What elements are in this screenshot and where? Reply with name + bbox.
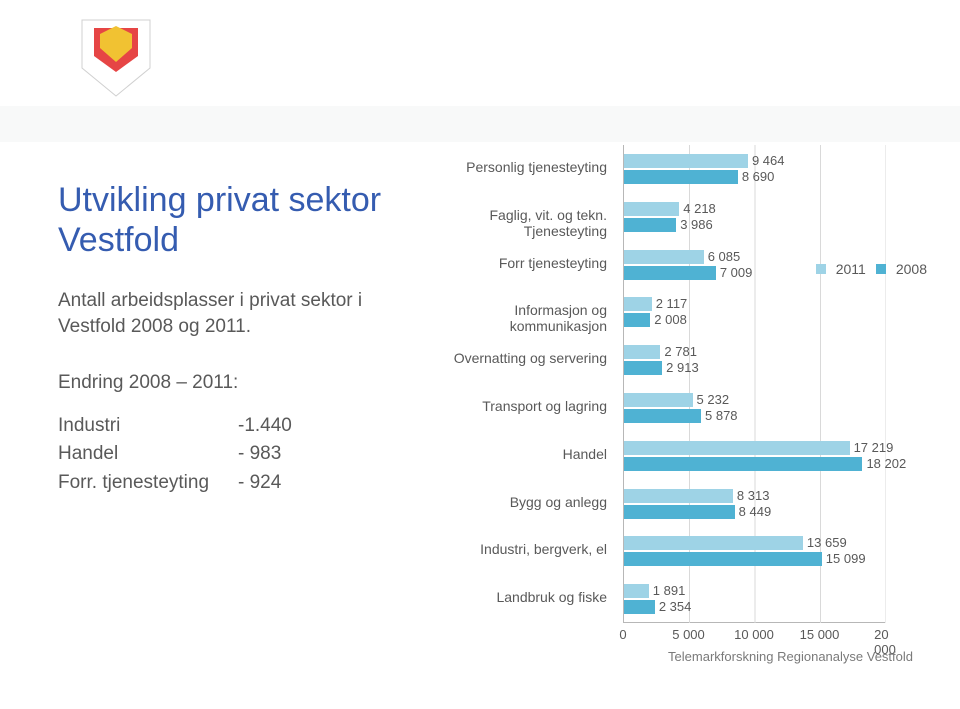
category-label: Overnatting og servering: [454, 350, 607, 366]
bar: [624, 202, 679, 216]
bar-value: 2 354: [659, 599, 692, 614]
x-tick-label: 10 000: [734, 627, 774, 642]
header-band: [0, 106, 960, 142]
legend-label: 2008: [896, 261, 927, 277]
bar: [624, 536, 803, 550]
x-tick-label: 15 000: [800, 627, 840, 642]
legend: 2011 2008: [816, 261, 927, 277]
bar-value: 8 313: [737, 488, 770, 503]
bar-value: 8 690: [742, 169, 775, 184]
change-table: Industri -1.440 Handel - 983 Forr. tjene…: [58, 412, 398, 498]
bar-value: 18 202: [866, 456, 906, 471]
bar: [624, 409, 701, 423]
bar-value: 13 659: [807, 535, 847, 550]
bar-value: 2 117: [656, 296, 688, 311]
bar-value: 7 009: [720, 265, 753, 280]
category-label: Handel: [563, 446, 607, 462]
left-column: Utvikling privat sektor Vestfold Antall …: [58, 180, 398, 497]
bar: [624, 250, 704, 264]
bar: [624, 170, 738, 184]
bar: [624, 297, 652, 311]
bar-value: 17 219: [854, 440, 894, 455]
change-label: Forr. tjenesteyting: [58, 469, 238, 498]
table-row: Industri -1.440: [58, 412, 398, 441]
legend-swatch-2008: [876, 264, 886, 274]
legend-label: 2011: [836, 261, 866, 277]
category-label: Forr tjenesteyting: [499, 255, 607, 271]
category-label: Faglig, vit. og tekn. Tjenesteyting: [489, 207, 607, 239]
bar: [624, 154, 748, 168]
bar-value: 1 891: [653, 583, 686, 598]
bar-value: 5 232: [697, 392, 730, 407]
logo-icon: [80, 18, 152, 98]
bar-value: 5 878: [705, 408, 738, 423]
page-subtitle: Antall arbeidsplasser i privat sektor i …: [58, 288, 398, 339]
bar-chart: Personlig tjenesteyting Faglig, vit. og t…: [425, 145, 915, 665]
bar: [624, 441, 850, 455]
bar-value: 2 008: [654, 312, 687, 327]
plot-area: 9 4648 690 4 2183 986 6 0857 009 2 1172 008…: [623, 145, 885, 623]
category-label: Transport og lagring: [482, 398, 607, 414]
page-title: Utvikling privat sektor Vestfold: [58, 180, 398, 260]
change-value: -1.440: [238, 412, 328, 441]
bar: [624, 393, 693, 407]
table-row: Handel - 983: [58, 440, 398, 469]
table-row: Forr. tjenesteyting - 924: [58, 469, 398, 498]
bar-value: 2 781: [664, 344, 697, 359]
bar: [624, 505, 735, 519]
bar-value: 3 986: [680, 217, 713, 232]
bar-value: 9 464: [752, 153, 785, 168]
bar: [624, 584, 649, 598]
bar: [624, 218, 676, 232]
bar: [624, 489, 733, 503]
bar: [624, 313, 650, 327]
bar: [624, 345, 660, 359]
bar: [624, 552, 822, 566]
endring-label: Endring 2008 – 2011:: [58, 372, 398, 394]
bar-value: 2 913: [666, 360, 699, 375]
category-label: Personlig tjenesteyting: [466, 159, 607, 175]
change-value: - 983: [238, 440, 328, 469]
x-tick-label: 5 000: [672, 627, 705, 642]
chart-footer: Telemarkforskning Regionanalyse Vestfold: [623, 649, 913, 664]
change-label: Industri: [58, 412, 238, 441]
legend-swatch-2011: [816, 264, 826, 274]
category-label: Bygg og anlegg: [510, 494, 607, 510]
bar-value: 4 218: [683, 201, 716, 216]
bar-value: 8 449: [739, 504, 772, 519]
category-label: Industri, bergverk, el: [480, 541, 607, 557]
bar: [624, 600, 655, 614]
x-tick-label: 0: [619, 627, 626, 642]
change-label: Handel: [58, 440, 238, 469]
bar-value: 15 099: [826, 551, 866, 566]
bar: [624, 266, 716, 280]
bar: [624, 361, 662, 375]
change-value: - 924: [238, 469, 328, 498]
bar-value: 6 085: [708, 249, 741, 264]
category-label: Informasjon og kommunikasjon: [425, 302, 607, 334]
bar: [624, 457, 862, 471]
category-label: Landbruk og fiske: [496, 589, 607, 605]
